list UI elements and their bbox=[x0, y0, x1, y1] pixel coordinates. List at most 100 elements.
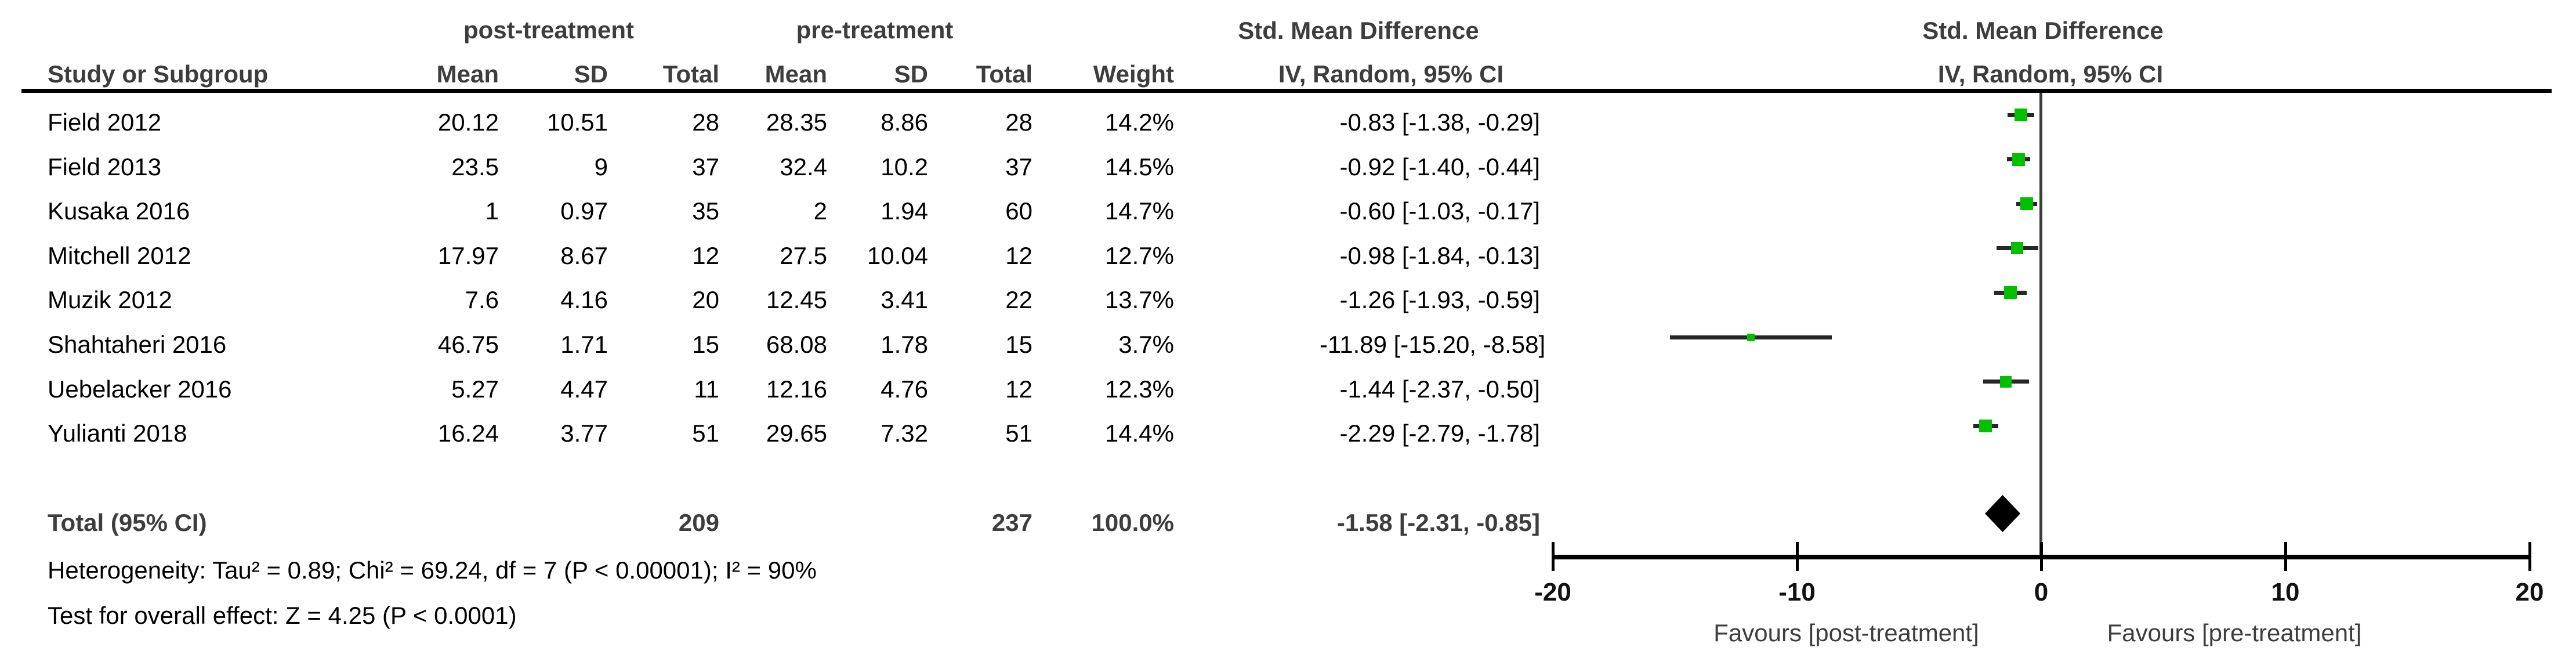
axis-tick bbox=[2284, 542, 2287, 571]
cell-pre-total: 22 bbox=[1005, 286, 1032, 313]
col-header-weight: Weight bbox=[1093, 60, 1174, 88]
col-header-pre-total: Total bbox=[976, 60, 1032, 88]
cell-ci-text: -0.98 [-1.84, -0.13] bbox=[1339, 242, 1540, 269]
cell-pre-mean: 2 bbox=[813, 197, 827, 225]
group-header-post-treatment: post-treatment bbox=[463, 16, 635, 44]
plot-header-iv-random-ci: IV, Random, 95% CI bbox=[1937, 60, 2164, 88]
total-weight: 100.0% bbox=[1091, 509, 1174, 536]
axis-tick bbox=[2528, 542, 2531, 571]
cell-post-sd: 4.16 bbox=[560, 286, 608, 313]
total-row-label: Total (95% CI) bbox=[48, 509, 207, 536]
cell-pre-sd: 10.2 bbox=[881, 153, 928, 180]
smd-square bbox=[1747, 334, 1755, 341]
total-post-n: 209 bbox=[678, 509, 719, 536]
cell-ci-text: -0.92 [-1.40, -0.44] bbox=[1339, 153, 1540, 180]
cell-pre-mean: 32.4 bbox=[780, 153, 827, 180]
cell-post-mean: 16.24 bbox=[437, 420, 499, 447]
header-divider-rule bbox=[21, 89, 2552, 93]
cell-post-mean: 20.12 bbox=[437, 109, 499, 136]
study-name: Muzik 2012 bbox=[48, 286, 172, 313]
cell-weight: 14.5% bbox=[1104, 153, 1174, 180]
cell-pre-sd: 1.78 bbox=[881, 331, 928, 358]
cell-post-mean: 7.6 bbox=[465, 286, 499, 313]
col-header-post-mean: Mean bbox=[436, 60, 499, 88]
col-header-pre-sd: SD bbox=[894, 60, 928, 88]
cell-post-sd: 0.97 bbox=[560, 197, 608, 225]
total-ci-text: -1.58 [-2.31, -0.85] bbox=[1336, 509, 1540, 536]
cell-post-total: 15 bbox=[692, 331, 719, 358]
axis-tick-label: 10 bbox=[2271, 578, 2300, 606]
cell-ci-text: -1.44 [-2.37, -0.50] bbox=[1339, 375, 1540, 403]
group-header-pre-treatment: pre-treatment bbox=[796, 16, 954, 44]
smd-square bbox=[2011, 242, 2023, 254]
cell-pre-total: 60 bbox=[1005, 197, 1032, 225]
cell-post-mean: 5.27 bbox=[451, 375, 499, 403]
cell-pre-mean: 29.65 bbox=[766, 420, 827, 447]
cell-post-sd: 10.51 bbox=[546, 109, 608, 136]
heterogeneity-stats: Heterogeneity: Tau² = 0.89; Chi² = 69.24… bbox=[48, 556, 817, 584]
study-name: Kusaka 2016 bbox=[48, 197, 190, 225]
cell-pre-sd: 1.94 bbox=[881, 197, 928, 225]
cell-pre-sd: 3.41 bbox=[881, 286, 928, 313]
axis-tick bbox=[1796, 542, 1799, 571]
cell-post-total: 11 bbox=[694, 375, 719, 403]
cell-post-mean: 17.97 bbox=[437, 242, 499, 269]
axis-tick-label: -20 bbox=[1534, 578, 1571, 606]
axis-tick-label: -10 bbox=[1778, 578, 1816, 606]
cell-post-total: 51 bbox=[692, 420, 719, 447]
col-header-post-total: Total bbox=[662, 60, 719, 88]
cell-post-total: 12 bbox=[692, 242, 719, 269]
cell-post-total: 35 bbox=[692, 197, 719, 225]
cell-pre-sd: 8.86 bbox=[881, 109, 928, 136]
smd-square bbox=[1979, 420, 1992, 432]
overall-effect-test: Test for overall effect: Z = 4.25 (P < 0… bbox=[48, 602, 517, 629]
study-name: Uebelacker 2016 bbox=[48, 375, 232, 403]
study-name: Mitchell 2012 bbox=[48, 242, 191, 269]
cell-weight: 14.7% bbox=[1104, 197, 1174, 225]
cell-pre-total: 12 bbox=[1005, 242, 1032, 269]
cell-pre-sd: 4.76 bbox=[881, 375, 928, 403]
cell-ci-text: -0.83 [-1.38, -0.29] bbox=[1339, 109, 1540, 136]
cell-pre-sd: 7.32 bbox=[881, 420, 928, 447]
axis-tick bbox=[1552, 542, 1555, 571]
cell-ci-text: -1.26 [-1.93, -0.59] bbox=[1339, 286, 1540, 313]
cell-post-sd: 3.77 bbox=[560, 420, 608, 447]
cell-pre-mean: 12.16 bbox=[766, 375, 827, 403]
cell-weight: 13.7% bbox=[1104, 286, 1174, 313]
total-effect-diamond bbox=[1985, 495, 2020, 532]
cell-post-sd: 9 bbox=[594, 153, 608, 180]
table-header-std-mean-difference: Std. Mean Difference bbox=[1238, 17, 1479, 44]
study-name: Field 2013 bbox=[48, 153, 162, 180]
plot-header-std-mean-difference: Std. Mean Difference bbox=[1922, 17, 2164, 44]
cell-weight: 12.3% bbox=[1104, 375, 1174, 403]
study-name: Yulianti 2018 bbox=[48, 420, 187, 447]
cell-post-total: 20 bbox=[692, 286, 719, 313]
cell-post-mean: 23.5 bbox=[451, 153, 499, 180]
cell-post-total: 37 bbox=[692, 153, 719, 180]
table-header-iv-random-ci: IV, Random, 95% CI bbox=[1278, 60, 1504, 88]
cell-weight: 12.7% bbox=[1104, 242, 1174, 269]
cell-post-mean: 1 bbox=[485, 197, 499, 225]
cell-post-sd: 1.71 bbox=[560, 331, 608, 358]
cell-pre-total: 51 bbox=[1005, 420, 1032, 447]
smd-square bbox=[2012, 153, 2025, 166]
smd-square bbox=[2000, 376, 2012, 388]
cell-ci-text: -11.89 [-15.20, -8.58] bbox=[1320, 331, 1546, 358]
favours-right-label: Favours [pre-treatment] bbox=[2107, 619, 2362, 646]
smd-square bbox=[2020, 197, 2033, 210]
col-header-pre-mean: Mean bbox=[765, 60, 827, 88]
cell-weight: 14.4% bbox=[1104, 420, 1174, 447]
total-pre-n: 237 bbox=[991, 509, 1032, 536]
cell-pre-total: 28 bbox=[1005, 109, 1032, 136]
axis-tick-label: 20 bbox=[2515, 578, 2544, 606]
cell-pre-mean: 27.5 bbox=[780, 242, 827, 269]
cell-ci-text: -2.29 [-2.79, -1.78] bbox=[1339, 420, 1540, 447]
smd-square bbox=[2004, 286, 2017, 299]
favours-left-label: Favours [post-treatment] bbox=[1713, 619, 1979, 646]
study-name: Shahtaheri 2016 bbox=[48, 331, 227, 358]
col-header-post-sd: SD bbox=[574, 60, 608, 88]
cell-pre-total: 15 bbox=[1005, 331, 1032, 358]
cell-pre-sd: 10.04 bbox=[867, 242, 928, 269]
cell-pre-mean: 28.35 bbox=[766, 109, 827, 136]
